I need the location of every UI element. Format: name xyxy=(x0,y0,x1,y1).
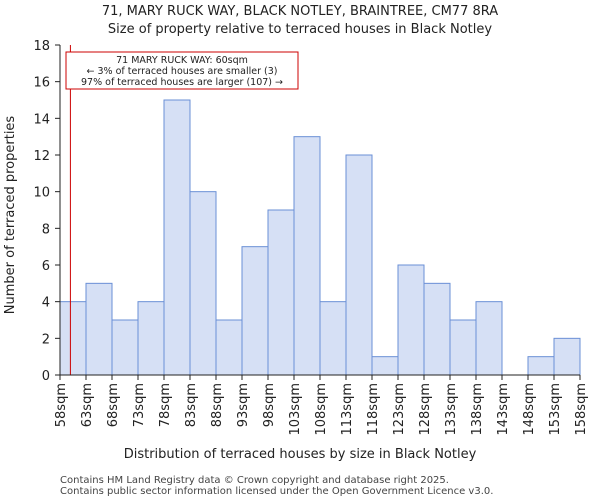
y-tick-label: 14 xyxy=(33,112,50,127)
annotation-line-1: 71 MARY RUCK WAY: 60sqm xyxy=(116,55,248,66)
annotation-box: 71 MARY RUCK WAY: 60sqm ← 3% of terraced… xyxy=(65,51,299,90)
y-tick-label: 16 xyxy=(33,76,50,91)
histogram-bar xyxy=(241,246,269,376)
x-tick-label: 73sqm xyxy=(132,383,147,427)
histogram-bar xyxy=(189,191,217,376)
histogram-bar xyxy=(475,301,503,376)
bars-group xyxy=(59,99,581,376)
y-axis-ticks: 0 2 4 6 8 10 12 14 16 18 xyxy=(33,39,60,384)
footer-line-2: Contains public sector information licen… xyxy=(60,486,493,497)
histogram-bar xyxy=(553,337,581,376)
annotation-line-2: ← 3% of terraced houses are smaller (3) xyxy=(87,66,278,77)
y-tick-label: 8 xyxy=(42,222,50,237)
y-tick-label: 6 xyxy=(42,259,50,274)
x-tick-label: 138sqm xyxy=(470,383,485,436)
histogram-bar xyxy=(397,264,425,376)
y-tick-label: 2 xyxy=(42,332,50,347)
chart-title: 71, MARY RUCK WAY, BLACK NOTLEY, BRAINTR… xyxy=(102,4,498,19)
histogram-bar xyxy=(423,282,451,376)
chart-subtitle: Size of property relative to terraced ho… xyxy=(108,22,492,37)
histogram-bar xyxy=(293,136,321,376)
histogram-bar xyxy=(345,154,373,376)
histogram-bar xyxy=(319,301,347,376)
x-axis-ticks: 58sqm 63sqm 68sqm 73sqm 78sqm 83sqm 88sqm 93sqm… xyxy=(54,375,589,436)
x-tick-label: 103sqm xyxy=(288,383,303,436)
x-tick-label: 113sqm xyxy=(340,383,355,436)
histogram-bar xyxy=(449,319,477,376)
annotation-border xyxy=(65,51,299,90)
x-tick-label: 158sqm xyxy=(574,383,589,436)
x-tick-label: 143sqm xyxy=(496,383,511,436)
x-tick-label: 128sqm xyxy=(418,383,433,436)
histogram-bar xyxy=(371,356,399,376)
histogram-bar xyxy=(215,319,243,376)
y-axis-label: Number of terraced properties xyxy=(3,116,18,315)
x-axis-label: Distribution of terraced houses by size … xyxy=(124,447,477,462)
x-tick-label: 88sqm xyxy=(210,383,225,427)
annotation-line-3: 97% of terraced houses are larger (107) … xyxy=(81,77,283,88)
footer-line-1: Contains HM Land Registry data © Crown c… xyxy=(60,475,449,486)
x-tick-label: 133sqm xyxy=(444,383,459,436)
x-tick-label: 98sqm xyxy=(262,383,277,427)
y-tick-label: 10 xyxy=(33,186,50,201)
histogram-bar xyxy=(267,209,295,376)
histogram-bar xyxy=(163,99,191,376)
x-tick-label: 68sqm xyxy=(106,383,121,427)
x-tick-label: 83sqm xyxy=(184,383,199,427)
x-tick-label: 58sqm xyxy=(54,383,69,427)
y-tick-label: 4 xyxy=(42,296,50,311)
histogram-bar xyxy=(111,319,139,376)
x-tick-label: 148sqm xyxy=(522,383,537,436)
histogram-bar xyxy=(85,282,113,376)
x-tick-label: 108sqm xyxy=(314,383,329,436)
histogram-bar xyxy=(527,356,555,376)
x-tick-label: 63sqm xyxy=(80,383,95,427)
y-tick-label: 18 xyxy=(33,39,50,54)
histogram-bar xyxy=(137,301,165,376)
y-tick-label: 12 xyxy=(33,149,50,164)
x-tick-label: 78sqm xyxy=(158,383,173,427)
x-tick-label: 123sqm xyxy=(392,383,407,436)
x-tick-label: 153sqm xyxy=(548,383,563,436)
y-tick-label: 0 xyxy=(42,369,50,384)
histogram-bar xyxy=(59,301,87,376)
x-tick-label: 118sqm xyxy=(366,383,381,436)
x-tick-label: 93sqm xyxy=(236,383,251,427)
